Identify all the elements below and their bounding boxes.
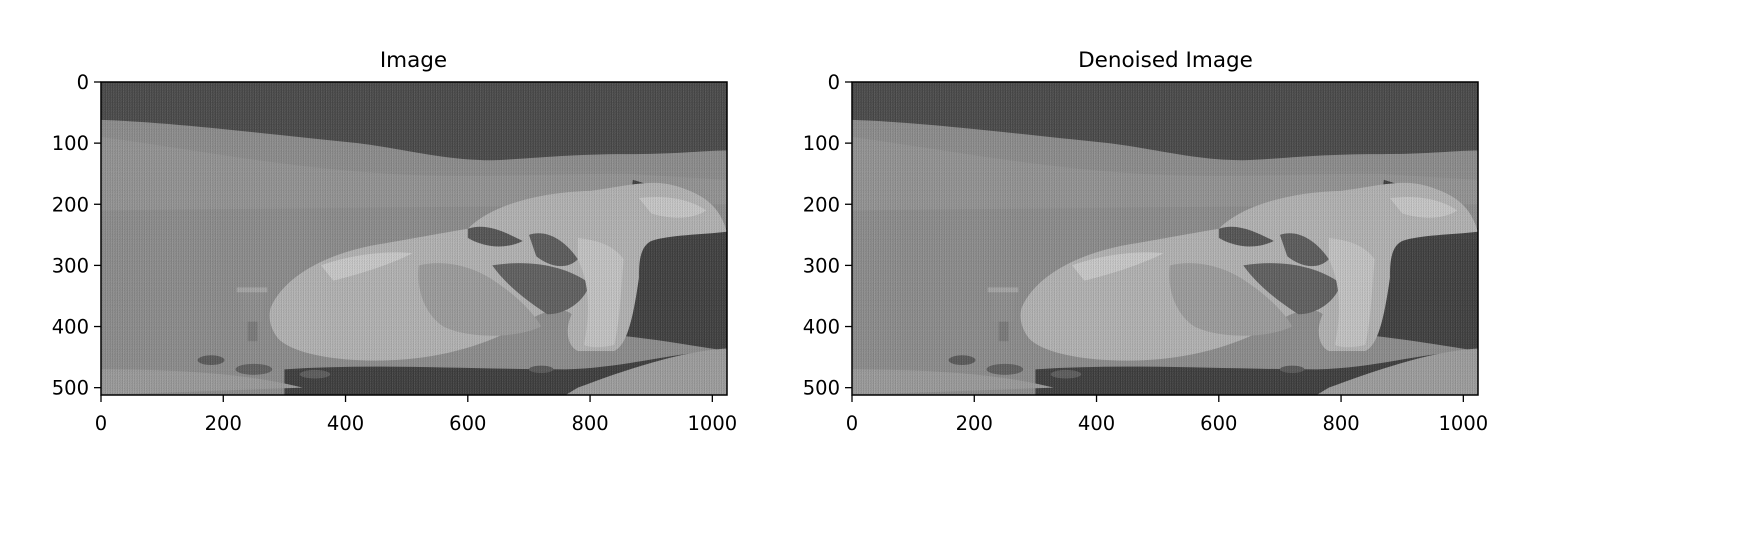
x-tick-label: 1000 [688, 412, 738, 435]
x-tick-label: 600 [449, 412, 486, 435]
y-tick-label: 100 [803, 132, 840, 155]
x-tick-label: 600 [1200, 412, 1237, 435]
image-area [852, 82, 1478, 395]
y-tick-label: 200 [52, 193, 89, 216]
panel-image: Image 0 100 200 300 400 500 0 200 400 600 800 1000 [52, 48, 737, 435]
x-axis: 0 200 400 600 800 1000 [846, 395, 1488, 435]
y-tick-label: 500 [803, 377, 840, 400]
y-tick-label: 400 [52, 316, 89, 339]
panel-title-image: Image [380, 48, 447, 73]
y-tick-label: 500 [52, 377, 89, 400]
y-tick-label: 100 [52, 132, 89, 155]
x-axis: 0 200 400 600 800 1000 [95, 395, 737, 435]
x-tick-label: 200 [205, 412, 242, 435]
x-tick-label: 400 [327, 412, 364, 435]
x-tick-label: 400 [1078, 412, 1115, 435]
axes-frame [100, 81, 728, 396]
y-tick-label: 0 [828, 71, 840, 94]
x-tick-label: 0 [846, 412, 858, 435]
x-tick-label: 0 [95, 412, 107, 435]
x-tick-label: 800 [1322, 412, 1359, 435]
y-tick-label: 300 [803, 254, 840, 277]
image-area [101, 82, 727, 395]
y-tick-label: 200 [803, 193, 840, 216]
panel-title-denoised-image: Denoised Image [1078, 48, 1253, 73]
y-axis: 0 100 200 300 400 500 [52, 71, 101, 400]
x-tick-label: 1000 [1439, 412, 1489, 435]
axes-frame [851, 81, 1479, 396]
y-axis: 0 100 200 300 400 500 [803, 71, 852, 400]
x-tick-label: 200 [956, 412, 993, 435]
y-tick-label: 0 [77, 71, 89, 94]
panel-denoised-image: Denoised Image 0 100 200 300 400 500 0 200 400 6… [803, 48, 1488, 435]
y-tick-label: 400 [803, 316, 840, 339]
x-tick-label: 800 [571, 412, 608, 435]
y-tick-label: 300 [52, 254, 89, 277]
